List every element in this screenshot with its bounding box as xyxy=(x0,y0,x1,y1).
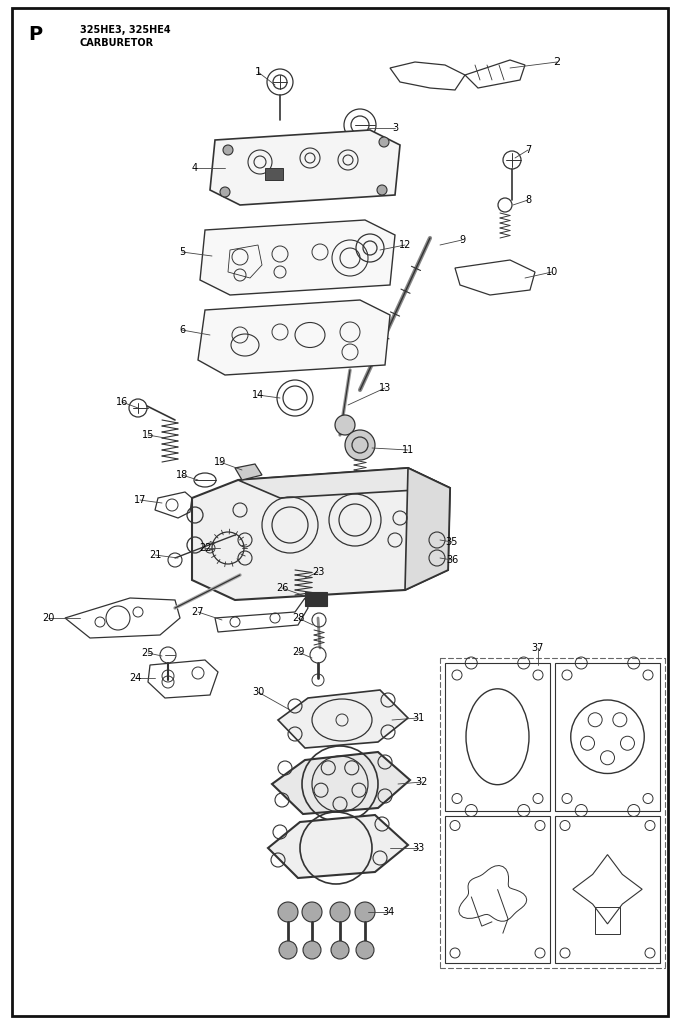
Polygon shape xyxy=(272,752,410,814)
Text: 1: 1 xyxy=(254,67,262,77)
Text: CARBURETOR: CARBURETOR xyxy=(80,38,154,48)
Circle shape xyxy=(331,941,349,959)
Text: 4: 4 xyxy=(192,163,198,173)
Text: 19: 19 xyxy=(214,457,226,467)
Text: 18: 18 xyxy=(176,470,188,480)
Polygon shape xyxy=(405,468,450,590)
Text: 8: 8 xyxy=(525,195,531,205)
Text: 27: 27 xyxy=(192,607,204,617)
Text: 2: 2 xyxy=(554,57,560,67)
Text: 15: 15 xyxy=(142,430,154,440)
Circle shape xyxy=(303,941,321,959)
Bar xyxy=(555,663,660,811)
Text: 28: 28 xyxy=(292,613,304,623)
Circle shape xyxy=(377,185,387,195)
Circle shape xyxy=(330,902,350,922)
Text: 325HE3, 325HE4: 325HE3, 325HE4 xyxy=(80,25,171,35)
Circle shape xyxy=(379,137,389,147)
Text: 32: 32 xyxy=(415,777,428,787)
Circle shape xyxy=(220,187,230,197)
Text: 25: 25 xyxy=(141,648,154,658)
Text: 36: 36 xyxy=(446,555,458,565)
Polygon shape xyxy=(235,464,262,480)
Bar xyxy=(445,663,550,811)
Text: 34: 34 xyxy=(382,907,394,918)
Text: 29: 29 xyxy=(292,647,304,657)
Text: 5: 5 xyxy=(179,247,185,257)
Circle shape xyxy=(223,145,233,155)
Text: 33: 33 xyxy=(412,843,424,853)
Circle shape xyxy=(335,415,355,435)
Text: 10: 10 xyxy=(546,267,558,278)
Polygon shape xyxy=(238,468,450,498)
Text: 3: 3 xyxy=(392,123,398,133)
Text: 22: 22 xyxy=(199,543,211,553)
Circle shape xyxy=(355,902,375,922)
Bar xyxy=(265,168,283,180)
Polygon shape xyxy=(200,220,395,295)
Text: 13: 13 xyxy=(379,383,391,393)
Text: 23: 23 xyxy=(312,567,324,577)
Polygon shape xyxy=(278,690,408,748)
Bar xyxy=(555,815,660,963)
Polygon shape xyxy=(268,815,408,878)
Polygon shape xyxy=(198,300,390,375)
Text: 7: 7 xyxy=(525,145,531,155)
Bar xyxy=(445,815,550,963)
Text: 6: 6 xyxy=(179,325,185,335)
Circle shape xyxy=(302,902,322,922)
Text: 21: 21 xyxy=(149,550,161,560)
Circle shape xyxy=(356,941,374,959)
Polygon shape xyxy=(210,130,400,205)
Text: 16: 16 xyxy=(116,397,128,407)
Circle shape xyxy=(278,902,298,922)
Polygon shape xyxy=(192,468,450,600)
Bar xyxy=(305,592,327,606)
Text: 20: 20 xyxy=(41,613,54,623)
Text: 31: 31 xyxy=(412,713,424,723)
Text: 30: 30 xyxy=(252,687,264,697)
Text: 11: 11 xyxy=(402,445,414,455)
Bar xyxy=(595,907,620,934)
Text: 9: 9 xyxy=(459,234,465,245)
Text: 24: 24 xyxy=(129,673,141,683)
Text: 35: 35 xyxy=(446,537,458,547)
Text: 12: 12 xyxy=(398,240,411,250)
Text: 17: 17 xyxy=(134,495,146,505)
Text: P: P xyxy=(28,26,42,44)
Text: 14: 14 xyxy=(252,390,264,400)
Circle shape xyxy=(279,941,297,959)
Circle shape xyxy=(345,430,375,460)
Text: 26: 26 xyxy=(276,583,288,593)
Text: 37: 37 xyxy=(532,643,544,653)
